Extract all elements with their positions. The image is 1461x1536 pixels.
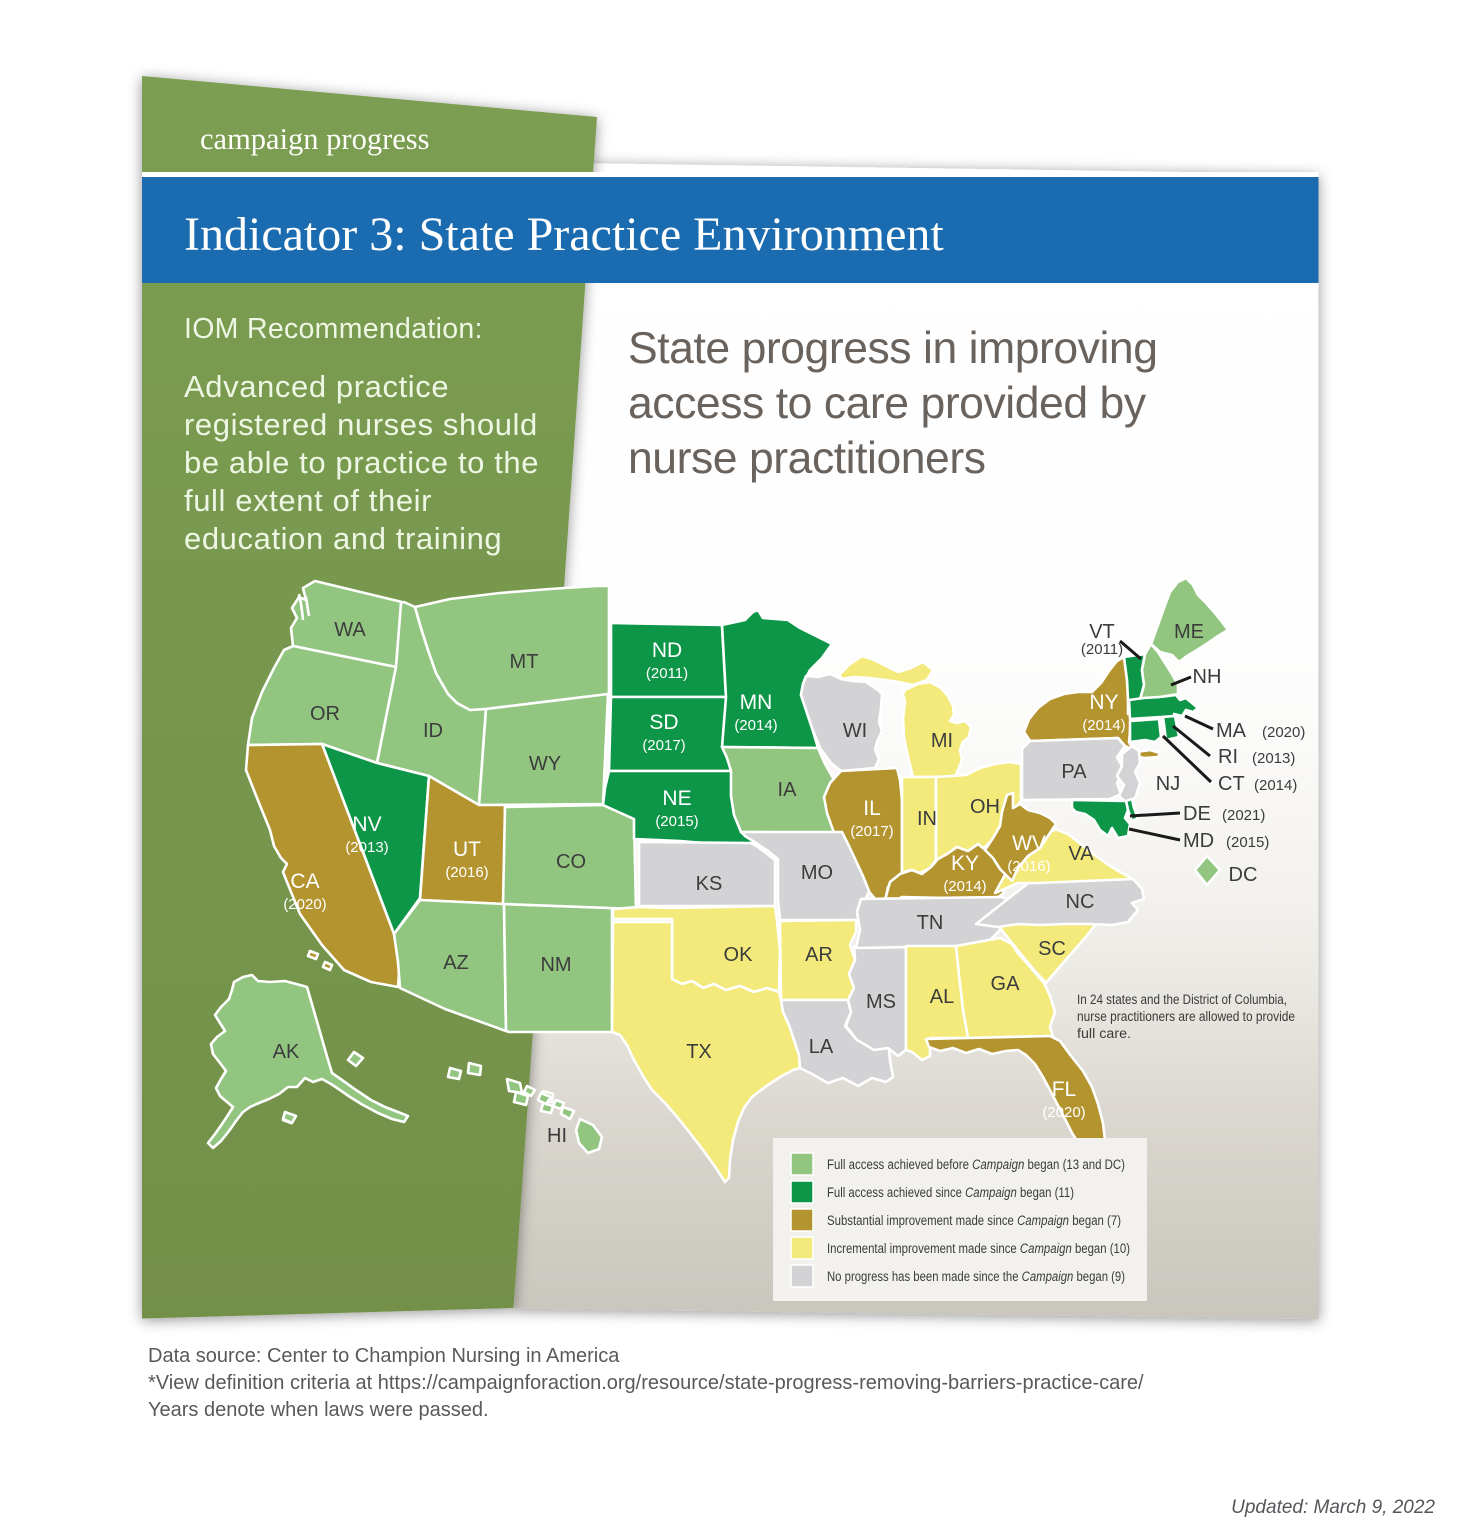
svg-text:AZ: AZ	[443, 952, 469, 974]
svg-text:MS: MS	[866, 991, 896, 1013]
svg-text:LA: LA	[809, 1036, 834, 1058]
svg-text:OR: OR	[310, 703, 340, 725]
svg-text:campaign progress: campaign progress	[200, 122, 430, 156]
svg-text:IL: IL	[863, 797, 881, 820]
svg-text:Full access achieved before Ca: Full access achieved before Campaign beg…	[827, 1157, 1125, 1172]
svg-text:Data source: Center to Champio: Data source: Center to Champion Nursing …	[148, 1345, 620, 1367]
svg-text:OH: OH	[970, 796, 1000, 818]
svg-text:(2013): (2013)	[1252, 750, 1295, 767]
svg-text:GA: GA	[991, 973, 1021, 995]
svg-text:(2020): (2020)	[1042, 1104, 1085, 1121]
svg-text:No progress has been made sinc: No progress has been made since the Camp…	[827, 1269, 1125, 1284]
svg-text:DE: DE	[1183, 803, 1211, 825]
svg-text:(2016): (2016)	[445, 864, 488, 881]
svg-text:(2013): (2013)	[345, 839, 388, 856]
svg-text:(2016): (2016)	[1007, 858, 1050, 875]
svg-text:(2017): (2017)	[642, 737, 685, 754]
svg-text:CT: CT	[1218, 773, 1245, 795]
svg-text:IN: IN	[917, 808, 937, 830]
svg-text:NE: NE	[662, 787, 691, 810]
svg-text:nurse practitioners are allowe: nurse practitioners are allowed to provi…	[1077, 1009, 1295, 1024]
svg-text:Advanced practice: Advanced practice	[184, 369, 449, 404]
svg-text:Incremental improvement made s: Incremental improvement made since Campa…	[827, 1241, 1130, 1256]
svg-text:MD: MD	[1183, 830, 1214, 852]
svg-text:(2020): (2020)	[1262, 724, 1305, 741]
svg-text:be able to practice to the: be able to practice to the	[184, 445, 539, 480]
svg-text:MI: MI	[931, 730, 953, 752]
svg-text:TN: TN	[917, 912, 944, 934]
svg-text:IA: IA	[778, 779, 798, 801]
svg-text:WI: WI	[843, 720, 867, 742]
svg-text:AR: AR	[805, 944, 833, 966]
svg-text:WY: WY	[529, 753, 561, 775]
svg-text:(2021): (2021)	[1222, 807, 1265, 824]
svg-text:PA: PA	[1061, 761, 1087, 783]
svg-text:State progress in improving: State progress in improving	[628, 324, 1158, 373]
svg-text:NV: NV	[352, 813, 381, 836]
svg-text:MT: MT	[510, 651, 539, 673]
svg-text:TX: TX	[686, 1041, 712, 1063]
svg-text:KY: KY	[951, 852, 979, 875]
svg-text:SD: SD	[649, 711, 678, 734]
svg-text:education and training: education and training	[184, 521, 502, 556]
svg-text:registered nurses should: registered nurses should	[184, 407, 538, 442]
svg-text:HI: HI	[547, 1125, 567, 1147]
svg-text:MN: MN	[740, 691, 773, 714]
svg-text:(2020): (2020)	[283, 896, 326, 913]
svg-text:KS: KS	[696, 873, 723, 895]
svg-text:(2014): (2014)	[943, 878, 986, 895]
svg-text:(2014): (2014)	[1082, 717, 1125, 734]
svg-text:DC: DC	[1229, 864, 1258, 886]
svg-text:SC: SC	[1038, 938, 1066, 960]
svg-text:NJ: NJ	[1156, 773, 1180, 795]
svg-text:(2015): (2015)	[655, 813, 698, 830]
svg-text:OK: OK	[724, 944, 754, 966]
svg-text:NM: NM	[540, 954, 571, 976]
svg-text:AK: AK	[273, 1041, 300, 1063]
svg-text:NH: NH	[1193, 666, 1222, 688]
svg-text:(2011): (2011)	[646, 665, 688, 682]
svg-text:ID: ID	[423, 720, 443, 742]
svg-text:AL: AL	[930, 986, 954, 1008]
svg-text:(2017): (2017)	[850, 823, 893, 840]
svg-text:NY: NY	[1089, 691, 1118, 714]
svg-text:ME: ME	[1174, 621, 1204, 643]
svg-text:VA: VA	[1068, 843, 1094, 865]
svg-text:MA: MA	[1216, 720, 1247, 742]
svg-text:CA: CA	[290, 870, 319, 893]
svg-text:access to care provided by: access to care provided by	[628, 379, 1147, 428]
svg-text:Years denote when laws were pa: Years denote when laws were passed.	[148, 1399, 489, 1421]
svg-text:(2014): (2014)	[1254, 777, 1297, 794]
svg-text:(2014): (2014)	[734, 717, 777, 734]
svg-text:*View definition criteria at h: *View definition criteria at https://cam…	[148, 1372, 1144, 1394]
svg-text:(2011): (2011)	[1081, 641, 1123, 658]
svg-text:ND: ND	[652, 639, 682, 662]
svg-text:MO: MO	[801, 862, 833, 884]
svg-text:Substantial improvement made s: Substantial improvement made since Campa…	[827, 1213, 1121, 1228]
svg-text:NC: NC	[1066, 891, 1095, 913]
svg-text:(2015): (2015)	[1226, 834, 1269, 851]
svg-text:nurse practitioners: nurse practitioners	[628, 434, 986, 483]
svg-text:FL: FL	[1052, 1078, 1077, 1101]
svg-text:CO: CO	[556, 851, 586, 873]
svg-text:Indicator 3: State Practice En: Indicator 3: State Practice Environment	[184, 208, 944, 261]
svg-text:IOM Recommendation:: IOM Recommendation:	[184, 313, 483, 345]
svg-text:full care.: full care.	[1077, 1026, 1131, 1041]
svg-text:Full access achieved since Cam: Full access achieved since Campaign bega…	[827, 1185, 1074, 1200]
svg-text:UT: UT	[453, 838, 481, 861]
svg-text:RI: RI	[1218, 746, 1238, 768]
svg-text:full extent of their: full extent of their	[184, 483, 432, 518]
svg-text:WA: WA	[334, 619, 366, 641]
svg-text:WV: WV	[1012, 832, 1046, 855]
svg-text:Updated: March 9, 2022: Updated: March 9, 2022	[1231, 1497, 1435, 1518]
svg-text:In 24 states and the District: In 24 states and the District of Columbi…	[1077, 992, 1287, 1007]
svg-text:VT: VT	[1089, 621, 1115, 643]
